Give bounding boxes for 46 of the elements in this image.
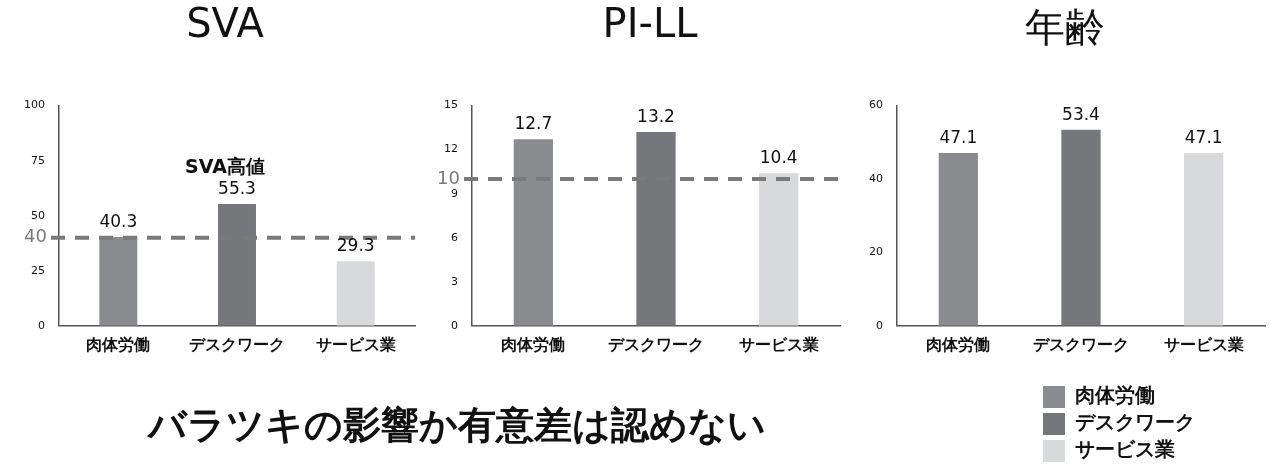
x-tick-label: 肉体労働	[86, 334, 151, 354]
chart-title: 年齢	[1024, 3, 1106, 52]
y-tick-label: 100	[24, 98, 45, 112]
x-tick-label: サービス業	[315, 334, 396, 354]
data-label: 53.4	[1062, 103, 1100, 124]
chart-title: SVA	[185, 0, 265, 46]
x-tick-label: デスクワーク	[608, 334, 704, 354]
y-tick-label: 15	[444, 98, 458, 112]
y-tick-label: 12	[444, 142, 458, 156]
chart-title: PI-LL	[601, 0, 699, 46]
y-tick-label: 25	[31, 263, 45, 277]
data-label: 12.7	[514, 113, 553, 134]
data-label: 47.1	[939, 126, 978, 147]
x-tick-label: サービス業	[738, 334, 819, 354]
data-label: 40.3	[99, 210, 138, 231]
y-tick-label: 60	[869, 98, 883, 112]
y-tick-label: 0	[876, 318, 883, 332]
legend-label: サービス業	[1075, 437, 1175, 462]
data-label: 10.4	[759, 147, 798, 168]
data-label: 29.3	[336, 235, 375, 256]
data-label: 47.1	[1184, 126, 1223, 147]
x-tick-label: 肉体労働	[501, 334, 566, 354]
y-tick-label: 40	[869, 171, 883, 185]
bar	[759, 173, 799, 326]
y-tick-label: 3	[451, 274, 458, 288]
annotation: SVA高値	[185, 154, 265, 177]
x-tick-label: サービス業	[1163, 334, 1244, 354]
y-tick-label: 6	[451, 230, 458, 244]
x-tick-label: 肉体労働	[926, 334, 991, 354]
y-tick-label: 75	[31, 153, 45, 167]
y-tick-label: 20	[869, 245, 883, 259]
bar	[336, 261, 375, 326]
x-tick-label: デスクワーク	[189, 334, 285, 354]
y-tick-label: 50	[31, 208, 45, 222]
bar	[99, 237, 138, 326]
legend-label: 肉体労働	[1075, 383, 1155, 408]
ref-line-label: 10	[437, 166, 460, 188]
text: バラツキの影響か有意差は認めない	[148, 402, 766, 449]
y-tick-label: 9	[451, 186, 458, 200]
y-tick-label: 0	[38, 318, 45, 332]
y-tick-label: 0	[451, 318, 458, 332]
legend-label: デスクワーク	[1075, 410, 1195, 435]
bar	[513, 139, 553, 326]
data-label: 55.3	[218, 177, 256, 198]
x-tick-label: デスクワーク	[1033, 334, 1129, 354]
data-label: 13.2	[637, 105, 675, 126]
